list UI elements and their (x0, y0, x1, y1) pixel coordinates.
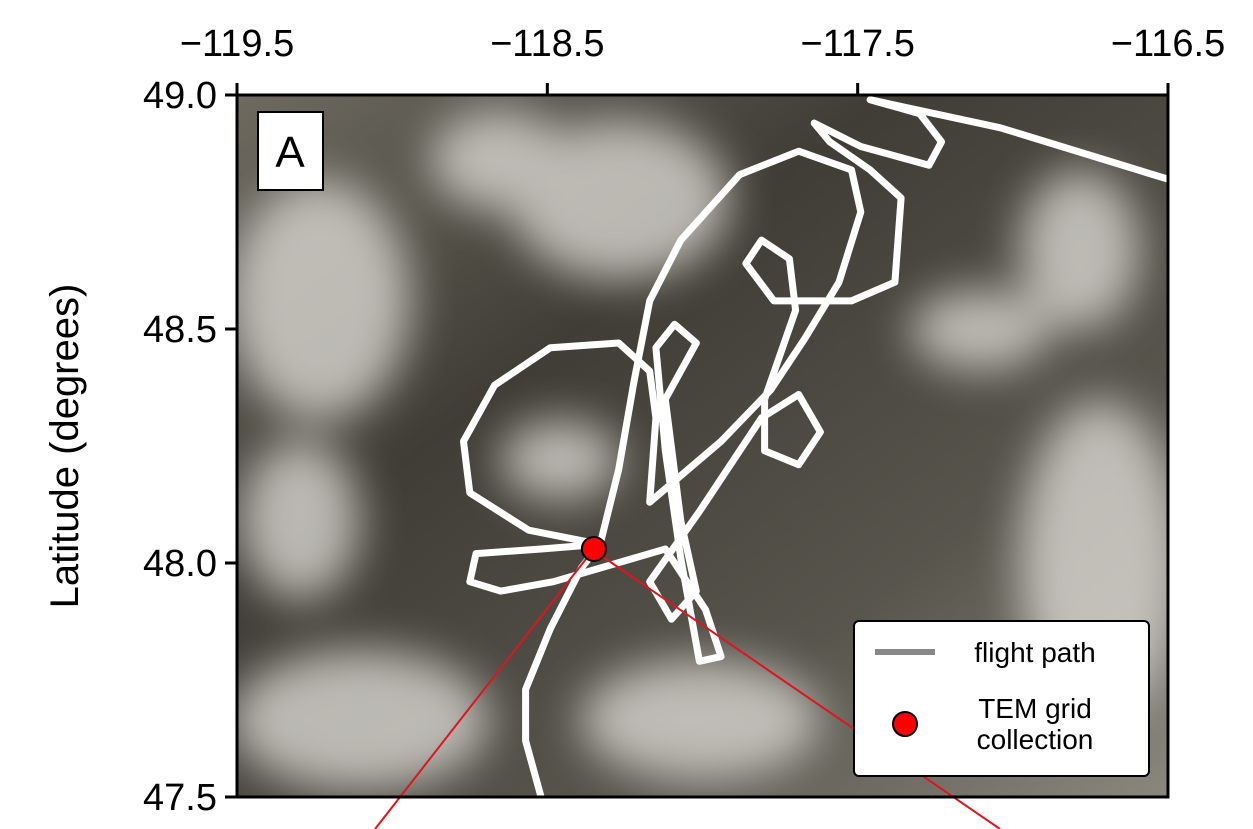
figure: A Latitude (degrees) −119.5 −118.5 −117.5 −… (0, 0, 1253, 829)
x-tick-label: −117.5 (800, 23, 914, 65)
x-tick-label: −116.5 (1111, 23, 1225, 65)
tem-point (582, 537, 606, 561)
legend-marker (893, 712, 917, 736)
y-tick-label: 48.5 (143, 309, 217, 351)
y-axis-label: Latitude (degrees) (43, 284, 87, 609)
panel-label: A (275, 128, 305, 177)
legend-text: TEM grid collection (955, 693, 1115, 755)
y-tick-label: 48.0 (143, 543, 217, 585)
y-tick-label: 49.0 (143, 75, 217, 117)
legend-swatch (875, 647, 935, 657)
x-tick-label: −119.5 (180, 23, 294, 65)
legend-item: flight path (855, 632, 1148, 672)
legend: flight path TEM grid collection (853, 620, 1150, 777)
legend-item: TEM grid collection (855, 684, 1148, 764)
y-tick-label: 47.5 (143, 777, 217, 819)
x-tick-label: −118.5 (490, 23, 604, 65)
legend-text: flight path (955, 637, 1115, 668)
legend-swatch (890, 709, 920, 739)
